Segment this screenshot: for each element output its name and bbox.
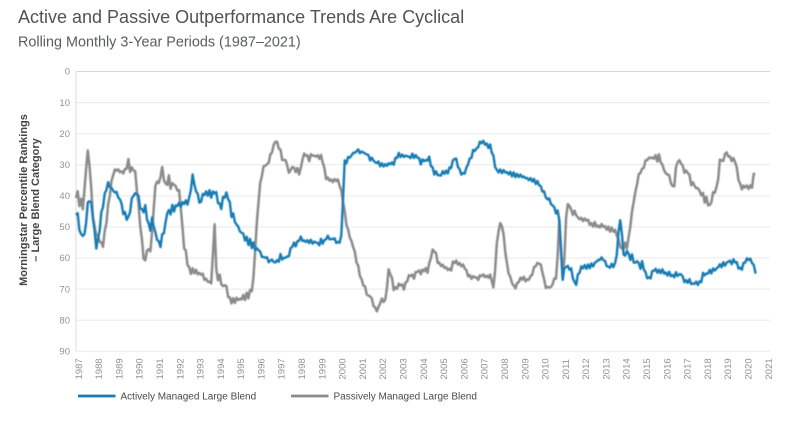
svg-text:10: 10 xyxy=(59,98,70,109)
svg-text:– Large Blend Category: – Large Blend Category xyxy=(30,137,42,261)
svg-text:2000: 2000 xyxy=(338,358,349,379)
svg-text:2007: 2007 xyxy=(480,358,491,379)
svg-text:1995: 1995 xyxy=(236,358,247,379)
svg-text:2008: 2008 xyxy=(500,358,511,379)
svg-text:2013: 2013 xyxy=(601,358,612,379)
svg-text:50: 50 xyxy=(59,222,70,233)
svg-text:2001: 2001 xyxy=(358,358,369,379)
svg-text:70: 70 xyxy=(59,284,70,295)
svg-text:2012: 2012 xyxy=(581,358,592,379)
svg-text:1988: 1988 xyxy=(94,358,105,379)
svg-text:2010: 2010 xyxy=(541,358,552,379)
svg-text:Actively Managed Large Blend: Actively Managed Large Blend xyxy=(121,392,257,403)
svg-text:Passively Managed Large Blend: Passively Managed Large Blend xyxy=(334,392,477,403)
svg-text:1992: 1992 xyxy=(175,358,186,379)
svg-text:1996: 1996 xyxy=(256,358,267,379)
svg-text:Rolling Monthly 3-Year Periods: Rolling Monthly 3-Year Periods (1987–202… xyxy=(18,35,301,51)
svg-text:1998: 1998 xyxy=(297,358,308,379)
svg-text:40: 40 xyxy=(59,191,70,202)
svg-text:2019: 2019 xyxy=(723,358,734,379)
svg-text:30: 30 xyxy=(59,160,70,171)
svg-text:2014: 2014 xyxy=(622,358,633,379)
svg-text:1994: 1994 xyxy=(216,358,227,379)
svg-text:2021: 2021 xyxy=(764,358,775,379)
svg-text:1999: 1999 xyxy=(317,358,328,379)
svg-text:60: 60 xyxy=(59,253,70,264)
svg-text:2016: 2016 xyxy=(662,358,673,379)
svg-text:2011: 2011 xyxy=(561,359,572,379)
svg-text:2015: 2015 xyxy=(642,358,653,379)
svg-text:90: 90 xyxy=(59,347,70,358)
svg-text:1989: 1989 xyxy=(114,358,125,379)
svg-text:1991: 1991 xyxy=(155,358,166,379)
svg-text:Morningstar Percentile Ranking: Morningstar Percentile Rankings xyxy=(18,114,30,286)
svg-text:2017: 2017 xyxy=(683,358,694,379)
svg-text:2020: 2020 xyxy=(744,358,755,379)
svg-text:1990: 1990 xyxy=(135,358,146,379)
svg-text:2009: 2009 xyxy=(520,358,531,379)
svg-text:1993: 1993 xyxy=(196,358,207,379)
svg-text:0: 0 xyxy=(65,67,70,78)
svg-text:2006: 2006 xyxy=(459,358,470,379)
svg-text:80: 80 xyxy=(59,315,70,326)
svg-text:2004: 2004 xyxy=(419,358,430,379)
svg-text:20: 20 xyxy=(59,129,70,140)
svg-text:2005: 2005 xyxy=(439,358,450,379)
svg-text:2002: 2002 xyxy=(378,358,389,379)
svg-text:2003: 2003 xyxy=(399,358,410,379)
svg-text:2018: 2018 xyxy=(703,358,714,379)
svg-text:Active and Passive Outperforma: Active and Passive Outperformance Trends… xyxy=(18,7,464,27)
svg-text:1997: 1997 xyxy=(277,358,288,379)
svg-text:1987: 1987 xyxy=(74,358,85,379)
